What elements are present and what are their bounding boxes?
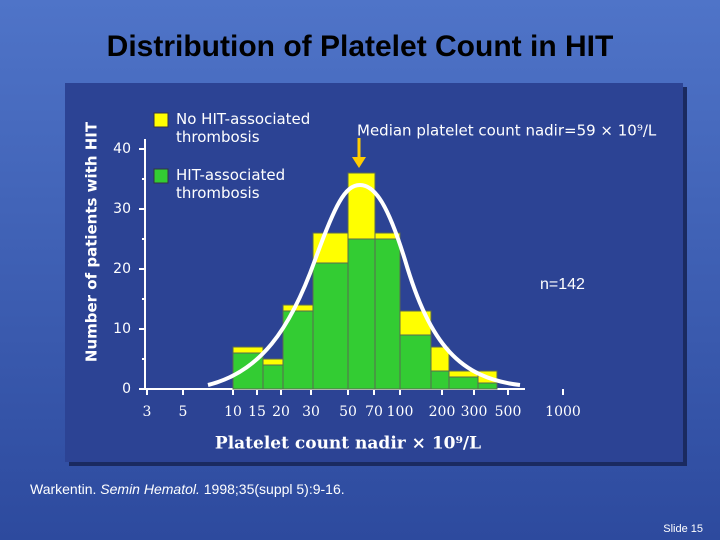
bar-segment [232,346,264,354]
x-tick-label: 20 [272,404,290,420]
median-arrow-head [352,157,366,168]
bar-segment [312,262,349,390]
x-tick-label: 70 [365,404,383,420]
legend-label-line: HIT-associated [176,166,285,184]
legend-label: HIT-associated thrombosis [176,166,285,202]
citation-text: 1998;35(suppl 5):9-16. [200,481,345,497]
x-tick-label: 10 [224,404,242,420]
bar-segment [347,238,376,390]
bar-segment [399,310,432,336]
bar-segment [262,364,284,390]
bar-segment [477,382,498,390]
x-tick-label: 5 [179,404,188,420]
x-tick-label: 15 [248,404,266,420]
y-tick-label: 40 [113,141,131,157]
bar-segment [430,346,450,372]
citation-text: Warkentin. [30,481,100,497]
x-tick-label: 1000 [545,404,581,420]
legend-swatch [153,168,169,184]
x-tick-label: 30 [302,404,320,420]
legend-label: No HIT-associated thrombosis [176,110,310,146]
legend-label-line: thrombosis [176,184,260,202]
x-tick-label: 100 [387,404,414,420]
bar-segment [374,232,401,240]
bar-segment [282,304,314,312]
chart-title: Distribution of Platelet Count in HIT [107,30,614,63]
plot: 0 10 20 30 40 3 5 10 15 20 30 50 70 100 200 300 500 1000 N… [113,110,581,421]
x-tick-label: 300 [461,404,488,420]
bar-segment [282,310,314,390]
n-annotation: n=142 [540,276,585,293]
citation: Warkentin. Semin Hematol. 1998;35(suppl … [30,481,345,497]
y-tick-label: 20 [113,261,131,277]
x-tick-label: 200 [429,404,456,420]
bar-segment [448,376,479,390]
bar-segment [430,370,450,390]
x-tick-label: 500 [495,404,522,420]
median-annotation: Median platelet count nadir=59 × 10⁹/L [357,122,657,140]
citation-journal: Semin Hematol. [100,481,200,497]
x-tick-label: 50 [339,404,357,420]
x-axis-label: Platelet count nadir × 10⁹/L [215,434,481,454]
bar-segment [347,172,376,240]
y-axis-label: Number of patients with HIT [83,121,101,362]
y-tick-label: 30 [113,201,131,217]
legend-label-line: No HIT-associated [176,110,310,128]
y-tick-label: 10 [113,321,131,337]
bar-segment [399,334,432,390]
bar-segment [374,238,401,390]
legend-swatch [153,112,169,128]
distribution-curve [207,182,521,387]
slide-number: Slide 15 [663,523,703,535]
legend-label-line: thrombosis [176,128,260,146]
bar-segment [262,358,284,366]
y-tick-label: 0 [122,381,131,397]
x-tick-label: 3 [143,404,152,420]
